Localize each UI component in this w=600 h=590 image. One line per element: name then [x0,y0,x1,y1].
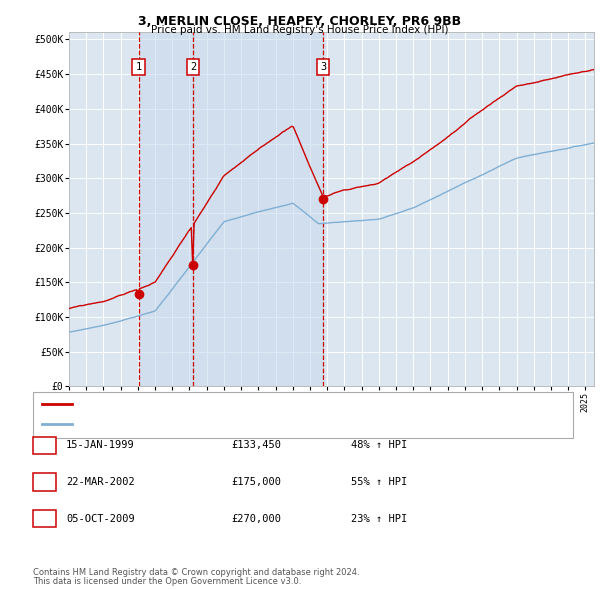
Text: £270,000: £270,000 [231,514,281,523]
Bar [139,32,193,386]
Text: 2: 2 [41,477,47,487]
Text: 15-JAN-1999: 15-JAN-1999 [66,441,135,450]
Text: £175,000: £175,000 [231,477,281,487]
Text: 22-MAR-2002: 22-MAR-2002 [66,477,135,487]
Text: 48% ↑ HPI: 48% ↑ HPI [351,441,407,450]
Text: HPI: Average price, detached house, Chorley: HPI: Average price, detached house, Chor… [78,419,331,428]
Text: 23% ↑ HPI: 23% ↑ HPI [351,514,407,523]
Text: 3, MERLIN CLOSE, HEAPEY, CHORLEY, PR6 9BB (detached house): 3, MERLIN CLOSE, HEAPEY, CHORLEY, PR6 9B… [78,399,419,409]
Text: 05-OCT-2009: 05-OCT-2009 [66,514,135,523]
Text: 3: 3 [41,514,47,523]
Text: 3: 3 [320,62,326,72]
Text: 1: 1 [41,441,47,450]
Text: Contains HM Land Registry data © Crown copyright and database right 2024.: Contains HM Land Registry data © Crown c… [33,568,359,577]
Text: Price paid vs. HM Land Registry's House Price Index (HPI): Price paid vs. HM Land Registry's House … [151,25,449,35]
Text: 2: 2 [190,62,196,72]
Text: 3, MERLIN CLOSE, HEAPEY, CHORLEY, PR6 9BB: 3, MERLIN CLOSE, HEAPEY, CHORLEY, PR6 9B… [139,15,461,28]
Text: £133,450: £133,450 [231,441,281,450]
Text: 55% ↑ HPI: 55% ↑ HPI [351,477,407,487]
Text: This data is licensed under the Open Government Licence v3.0.: This data is licensed under the Open Gov… [33,578,301,586]
Bar [193,32,323,386]
Text: 1: 1 [136,62,142,72]
